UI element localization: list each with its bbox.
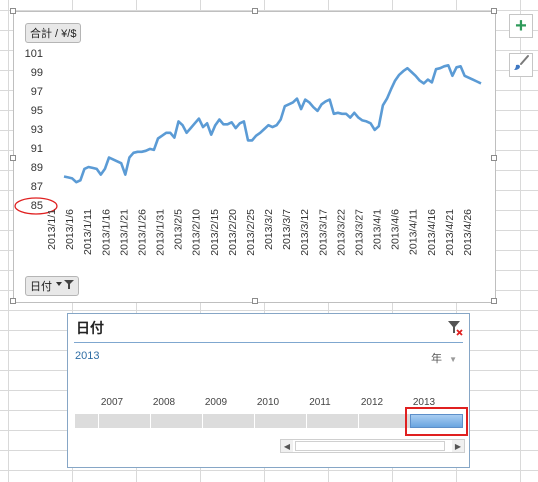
x-tick-label: 2013/1/26: [136, 209, 148, 256]
x-tick-label: 2013/2/20: [227, 209, 239, 256]
y-tick-label: 99: [31, 67, 43, 79]
x-tick-label: 2013/3/27: [354, 209, 366, 256]
resize-handle[interactable]: [10, 155, 16, 161]
resize-handle[interactable]: [491, 8, 497, 14]
y-tick-label: 89: [31, 162, 43, 174]
resize-handle[interactable]: [10, 8, 16, 14]
axis-field-button[interactable]: 日付: [25, 276, 79, 296]
timeline-year-label: 2009: [204, 397, 228, 408]
x-tick-label: 2013/3/12: [299, 209, 311, 256]
paintbrush-icon: [512, 54, 530, 77]
timeline-tick: [254, 414, 255, 428]
y-tick-label: 97: [31, 86, 43, 98]
y-tick-label: 91: [31, 143, 43, 155]
value-field-button[interactable]: 合計 / ¥/$: [25, 23, 82, 43]
y-tick-label: 85: [31, 200, 43, 212]
x-tick-label: 2013/4/26: [462, 209, 474, 256]
timeline-tick: [202, 414, 203, 428]
timeline-scrollbar[interactable]: ◀ ▶: [280, 439, 465, 453]
x-tick-label: 2013/4/11: [408, 209, 420, 255]
y-tick-label: 87: [31, 181, 43, 193]
timeline-tick: [150, 414, 151, 428]
x-tick-label: 2013/4/21: [444, 209, 456, 256]
resize-handle[interactable]: [252, 8, 258, 14]
x-tick-label: 2013/1/11: [82, 209, 94, 255]
x-tick-label: 2013/1/1: [46, 209, 58, 250]
x-tick-label: 2013/1/21: [118, 209, 130, 256]
timeline-year-label: 2012: [360, 397, 384, 408]
x-tick-label: 2013/4/1: [372, 209, 384, 250]
x-tick-label: 2013/2/10: [191, 209, 203, 256]
timeline-selected-year[interactable]: [410, 414, 463, 428]
y-tick-label: 101: [25, 48, 43, 60]
x-tick-label: 2013/2/25: [245, 209, 257, 256]
filter-dropdown-icon[interactable]: [55, 279, 75, 293]
x-tick-label: 2013/3/2: [263, 209, 275, 250]
y-tick-label: 95: [31, 105, 43, 117]
slicer-divider: [74, 342, 463, 343]
timeline-year-label: 2013: [412, 397, 436, 408]
highlight-annotation: [14, 197, 58, 215]
timeline-year-label: 2008: [152, 397, 176, 408]
pivot-chart[interactable]: 合計 / ¥/$ 日付 101 99 97 95 93 91 89 87 85 2013/1/1 2…: [10, 8, 497, 304]
resize-handle[interactable]: [10, 298, 16, 304]
clear-filter-icon[interactable]: [447, 320, 463, 341]
timeline-track[interactable]: [75, 414, 461, 428]
x-tick-label: 2013/1/6: [64, 209, 76, 250]
resize-handle[interactable]: [491, 155, 497, 161]
x-tick-label: 2013/1/16: [100, 209, 112, 256]
highlight-annotation: [405, 407, 468, 436]
resize-handle[interactable]: [491, 298, 497, 304]
chart-elements-button[interactable]: +: [509, 14, 533, 38]
series-line: [63, 63, 482, 184]
x-tick-label: 2013/4/16: [426, 209, 438, 256]
x-tick-label: 2013/2/5: [173, 209, 185, 250]
x-tick-label: 2013/3/22: [335, 209, 347, 256]
chart-styles-button[interactable]: [509, 53, 533, 77]
chevron-down-icon: ▼: [449, 355, 457, 364]
slicer-title: 日付: [76, 320, 104, 336]
timeline-slicer[interactable]: 日付 2013 年 ▼ 2007 2008 2009 2010 2011 201…: [67, 313, 470, 468]
timeline-year-label: 2011: [309, 397, 331, 408]
timeline-tick: [358, 414, 359, 428]
x-tick-label: 2013/3/17: [317, 209, 329, 256]
scroll-thumb[interactable]: [295, 441, 445, 451]
timeline-tick: [306, 414, 307, 428]
timeline-year-label: 2007: [100, 397, 124, 408]
timeline-year-label: 2010: [256, 397, 280, 408]
x-tick-label: 2013/4/6: [390, 209, 402, 250]
scroll-left-arrow[interactable]: ◀: [281, 440, 293, 452]
axis-field-label: 日付: [30, 281, 52, 293]
timeline-tick: [98, 414, 99, 428]
plus-icon: +: [515, 15, 527, 37]
y-tick-label: 93: [31, 124, 43, 136]
scroll-right-arrow[interactable]: ▶: [452, 440, 464, 452]
x-tick-label: 2013/1/31: [155, 209, 167, 256]
time-level-dropdown[interactable]: 年 ▼: [431, 350, 457, 366]
resize-handle[interactable]: [252, 298, 258, 304]
time-level-label: 年: [431, 353, 443, 365]
selection-range-label: 2013: [75, 350, 100, 362]
x-tick-label: 2013/3/7: [281, 209, 293, 250]
x-tick-label: 2013/2/15: [209, 209, 221, 256]
